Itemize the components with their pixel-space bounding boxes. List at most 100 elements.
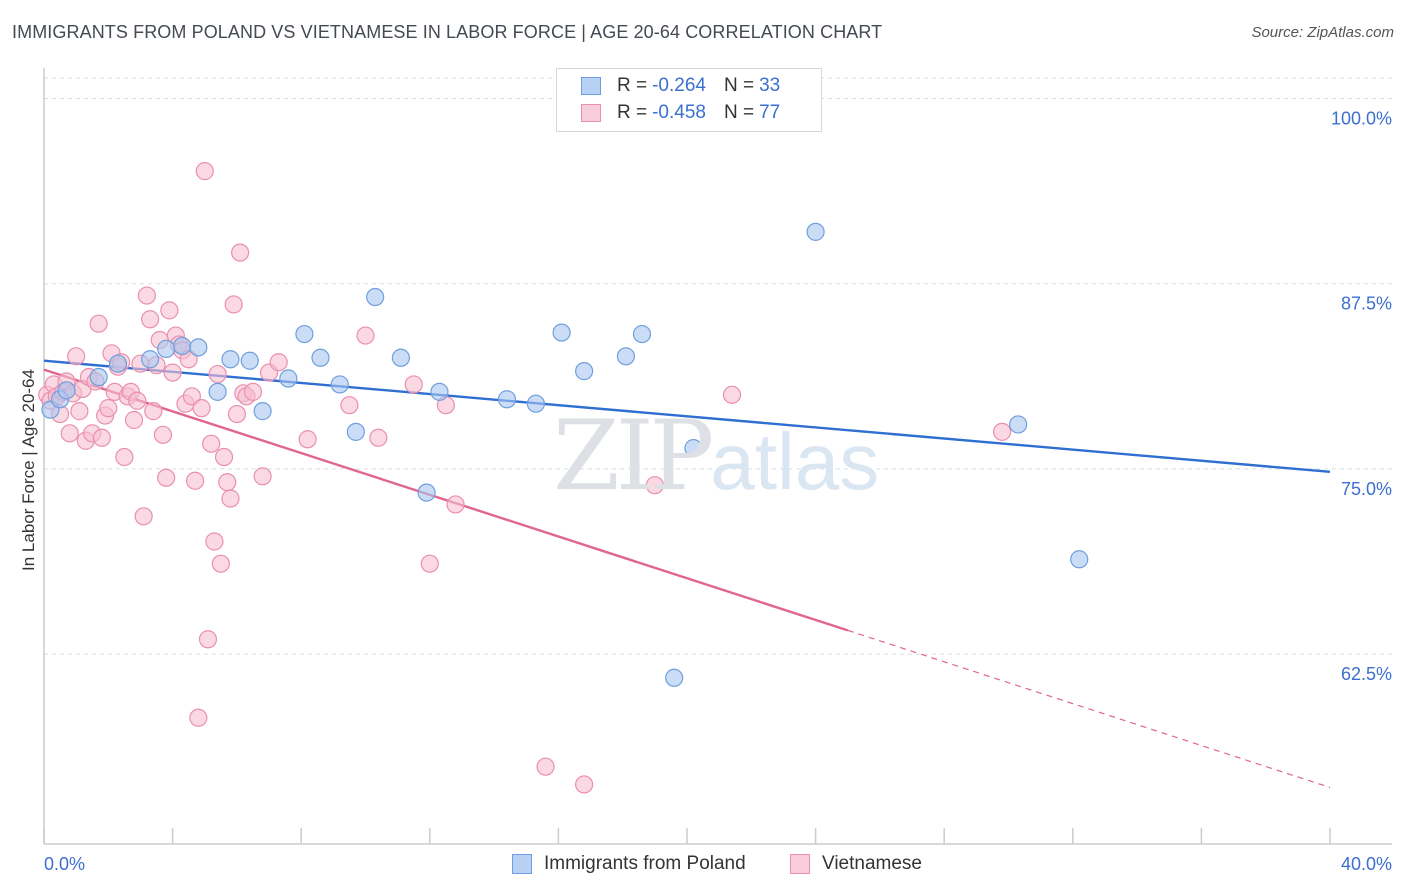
vietnamese-point bbox=[186, 471, 205, 490]
poland-points bbox=[41, 222, 1089, 687]
vietnamese-point bbox=[253, 467, 272, 486]
watermark-atlas: atlas bbox=[710, 417, 880, 506]
bottom-legend-vietnamese: Vietnamese bbox=[790, 852, 922, 876]
axes bbox=[43, 68, 1392, 845]
poland-point bbox=[57, 381, 76, 400]
legend-swatch-poland bbox=[581, 77, 601, 95]
legend-swatch-vietnamese bbox=[581, 104, 601, 122]
vietnamese-point bbox=[243, 382, 263, 401]
poland-point bbox=[330, 375, 349, 394]
y-tick-label: 100.0% bbox=[1331, 109, 1392, 129]
bottom-legend-swatch-poland bbox=[512, 854, 532, 874]
vietnamese-point bbox=[208, 364, 227, 384]
watermark-zip: ZIP bbox=[553, 400, 714, 512]
poland-point bbox=[552, 323, 571, 342]
legend-r-label: R = bbox=[617, 102, 648, 123]
vietnamese-point bbox=[202, 434, 221, 453]
vietnamese-point bbox=[356, 326, 375, 345]
vietnamese-point bbox=[231, 243, 250, 262]
vietnamese-point bbox=[221, 489, 240, 508]
poland-point bbox=[665, 668, 684, 687]
vietnamese-point bbox=[140, 310, 160, 329]
poland-point bbox=[240, 351, 259, 370]
vietnamese-point bbox=[115, 447, 134, 467]
source-label: Source: ZipAtlas.com bbox=[1251, 24, 1394, 41]
vietnamese-point bbox=[128, 391, 147, 410]
legend-n-value-poland: 33 bbox=[759, 75, 781, 96]
vietnamese-point bbox=[420, 554, 439, 573]
bottom-legend-poland: Immigrants from Poland bbox=[512, 852, 746, 876]
vietnamese-point bbox=[89, 314, 108, 333]
vietnamese-point bbox=[67, 347, 86, 366]
vietnamese-point bbox=[227, 404, 246, 424]
poland-point bbox=[311, 348, 330, 367]
vietnamese-trend-line bbox=[43, 368, 849, 632]
legend-r-label: R = bbox=[617, 75, 648, 96]
vietnamese-point bbox=[160, 301, 179, 320]
vietnamese-point bbox=[446, 495, 465, 514]
x-tick-label: 40.0% bbox=[1341, 854, 1392, 874]
vietnamese-point bbox=[575, 775, 594, 794]
poland-point bbox=[526, 394, 545, 413]
poland-point bbox=[279, 369, 298, 388]
legend-n-label: N = bbox=[723, 75, 755, 96]
legend-row-poland: R = -0.264 N = 33 bbox=[581, 74, 780, 98]
vietnamese-point bbox=[214, 447, 234, 467]
poland-point bbox=[497, 390, 517, 409]
vietnamese-point bbox=[134, 507, 153, 526]
vietnamese-point bbox=[224, 295, 243, 314]
poland-trend-line bbox=[43, 359, 1331, 474]
vietnamese-point bbox=[218, 473, 237, 492]
poland-point bbox=[157, 339, 176, 358]
poland-point bbox=[417, 483, 436, 502]
poland-point bbox=[1009, 415, 1028, 434]
poland-point bbox=[391, 348, 410, 367]
vietnamese-point bbox=[195, 162, 214, 181]
vietnamese-point bbox=[137, 286, 156, 305]
poland-point bbox=[253, 402, 272, 421]
vietnamese-point bbox=[369, 428, 388, 447]
vietnamese-point bbox=[157, 468, 176, 487]
vietnamese-point bbox=[144, 402, 163, 421]
vietnamese-point bbox=[192, 399, 211, 418]
vietnamese-point bbox=[211, 554, 230, 573]
vietnamese-point bbox=[124, 410, 144, 430]
poland-point bbox=[108, 354, 128, 373]
poland-point bbox=[684, 439, 703, 458]
trend-lines bbox=[43, 359, 1331, 788]
legend-row-vietnamese: R = -0.458 N = 77 bbox=[581, 101, 780, 125]
poland-point bbox=[1070, 550, 1089, 569]
poland-point bbox=[221, 350, 240, 369]
vietnamese-point bbox=[298, 430, 317, 449]
legend-n-value-vietnamese: 77 bbox=[759, 102, 781, 123]
vietnamese-point bbox=[60, 424, 79, 443]
poland-point bbox=[430, 382, 449, 401]
poland-point bbox=[616, 347, 636, 366]
vietnamese-point bbox=[163, 363, 182, 382]
legend-r-value-poland: -0.264 bbox=[652, 75, 706, 96]
poland-point bbox=[366, 287, 385, 307]
vietnamese-point bbox=[992, 422, 1012, 441]
poland-point bbox=[575, 362, 594, 381]
vietnamese-point bbox=[189, 708, 208, 727]
poland-point bbox=[346, 422, 365, 441]
y-axis-label-wrap: In Labor Force | Age 20-64 bbox=[16, 280, 42, 660]
poland-point bbox=[208, 382, 227, 401]
y-tick-label: 75.0% bbox=[1341, 479, 1392, 499]
vietnamese-point bbox=[182, 387, 201, 406]
tick-labels: 62.5% 75.0% 87.5% 100.0% 0.0% 40.0% bbox=[44, 109, 1392, 874]
stats-legend: R = -0.264 N = 33 R = -0.458 N = 77 bbox=[556, 68, 822, 132]
vietnamese-point bbox=[404, 375, 423, 394]
bottom-legend-label-poland: Immigrants from Poland bbox=[544, 853, 746, 874]
vietnamese-point bbox=[205, 532, 224, 551]
vietnamese-point bbox=[340, 396, 359, 415]
poland-point bbox=[173, 336, 192, 356]
y-tick-label: 62.5% bbox=[1341, 664, 1392, 684]
poland-point bbox=[189, 338, 208, 357]
bottom-legend-swatch-vietnamese bbox=[790, 854, 810, 874]
poland-point bbox=[632, 324, 652, 344]
vietnamese-point bbox=[536, 757, 555, 776]
zipatlas-watermark: ZIPatlas bbox=[553, 400, 879, 512]
vietnamese-point bbox=[722, 385, 742, 404]
